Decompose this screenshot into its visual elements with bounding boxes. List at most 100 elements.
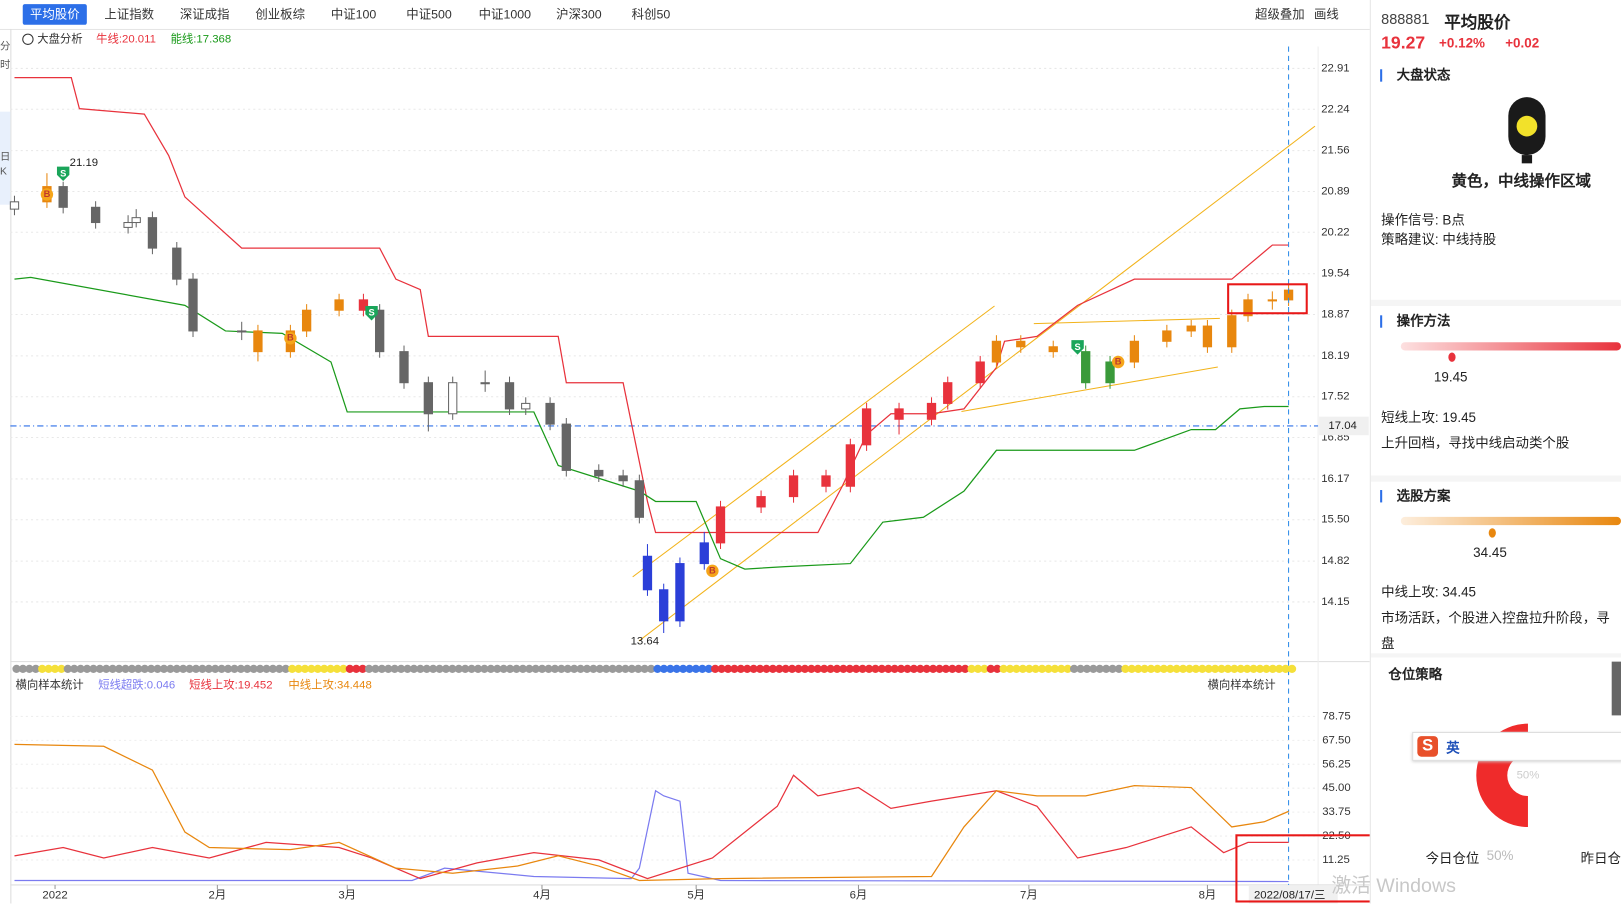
- status-dot: [582, 664, 592, 674]
- candle-body: [358, 299, 369, 311]
- status-dot: [537, 664, 547, 674]
- status-dot: [743, 664, 752, 674]
- candle-body: [131, 217, 141, 224]
- price-annotation: 21.19: [70, 157, 98, 169]
- candle-body: [480, 382, 490, 385]
- status-dot: [12, 664, 21, 674]
- status-dot: [140, 664, 149, 674]
- index-tab[interactable]: 上证指数: [104, 7, 155, 22]
- x-tick-label: 4月: [533, 889, 551, 901]
- toolbar-button[interactable]: 超级叠加: [1255, 7, 1305, 22]
- status-dot: [948, 664, 957, 674]
- status-dot: [1159, 664, 1168, 674]
- y-tick-label: 14.15: [1321, 596, 1349, 608]
- index-tab[interactable]: 创业板综: [255, 7, 305, 22]
- status-dot: [1031, 664, 1040, 674]
- status-dot: [223, 664, 233, 674]
- change: +0.02: [1505, 35, 1540, 51]
- signal-label: S: [368, 308, 374, 318]
- index-tab[interactable]: 沪深300: [556, 7, 602, 22]
- status-dot: [499, 664, 508, 674]
- status-dot: [640, 664, 649, 674]
- index-tab[interactable]: 中证100: [330, 7, 377, 22]
- status-dot: [916, 664, 925, 674]
- status-dot: [1076, 664, 1085, 674]
- side-tab[interactable]: 时: [0, 59, 11, 72]
- candle-body: [642, 555, 653, 591]
- trend-line: [1033, 317, 1220, 325]
- x-tick-label: 5月: [687, 889, 705, 901]
- status-dot: [416, 664, 425, 674]
- toolbar-button[interactable]: 画线: [1313, 7, 1339, 22]
- status-dot: [1243, 664, 1252, 674]
- status-dot: [134, 664, 143, 674]
- candle-body: [975, 361, 985, 384]
- legend-item: 短线超跌:0.046: [98, 677, 175, 691]
- status-dot: [76, 664, 85, 674]
- section-title: 操作方法: [1380, 314, 1450, 328]
- status-dot: [95, 664, 105, 674]
- status-dot: [1012, 664, 1021, 674]
- candle-body: [1243, 299, 1253, 317]
- divider: [1370, 299, 1621, 307]
- candle-body: [545, 402, 555, 425]
- chart-title: 横向样本统计: [16, 677, 84, 691]
- status-dot: [973, 664, 983, 674]
- status-dot: [345, 664, 354, 674]
- y-tick-label: 19.54: [1321, 268, 1349, 280]
- status-dot: [114, 664, 124, 674]
- legend-item: 短线上攻:19.452: [189, 677, 272, 691]
- trend-line: [632, 305, 995, 578]
- status-dot: [557, 664, 566, 674]
- candle-body: [821, 475, 831, 487]
- signal: 操作信号: B点: [1381, 211, 1465, 228]
- index-tab[interactable]: 中证1000: [478, 7, 532, 22]
- ime-mode[interactable]: 英: [1446, 740, 1460, 756]
- status-dot: [1236, 664, 1245, 674]
- status-dot: [1262, 664, 1271, 674]
- status-dot: [153, 664, 162, 674]
- status-dot: [627, 664, 636, 674]
- price: 19.27: [1381, 33, 1426, 53]
- status-dot: [204, 664, 213, 674]
- gradient-bar: [1400, 342, 1621, 351]
- status-dot: [1108, 664, 1117, 674]
- status-dot: [1223, 664, 1233, 674]
- series-line: [14, 774, 1289, 880]
- side-tab[interactable]: K: [0, 166, 7, 178]
- status-dot: [563, 664, 572, 674]
- candle-body: [1016, 340, 1026, 348]
- status-dot: [678, 664, 688, 674]
- signal-marker: [1111, 355, 1125, 369]
- index-tab[interactable]: 中证500: [406, 7, 452, 22]
- y-tick-label: 11.25: [1322, 854, 1350, 866]
- status-dot: [877, 664, 886, 674]
- status-dot: [1153, 664, 1162, 674]
- index-tab[interactable]: 科创50: [631, 7, 671, 22]
- side-tab[interactable]: 日: [0, 151, 11, 164]
- menu-icon: [22, 33, 34, 45]
- status-dot: [1102, 664, 1111, 674]
- cursor-box: [1248, 885, 1338, 904]
- side-tab[interactable]: 分: [0, 41, 11, 53]
- status-dot: [1178, 664, 1188, 674]
- status-dot: [172, 664, 181, 674]
- candle-body: [845, 444, 856, 487]
- status-dot: [928, 664, 938, 674]
- index-tab[interactable]: 平均股价: [22, 4, 87, 25]
- candle-body: [561, 423, 571, 471]
- candle-body: [715, 506, 726, 544]
- x-tick-label: 7月: [1020, 889, 1038, 901]
- status-dot: [1191, 664, 1201, 674]
- x-tick-label: 2022: [42, 889, 67, 901]
- status-dot: [1166, 664, 1175, 674]
- candle-body: [1129, 340, 1140, 363]
- x-tick-label: 6月: [850, 889, 868, 901]
- status-dot: [57, 664, 66, 674]
- status-dot: [941, 664, 951, 674]
- status-dot: [717, 664, 726, 674]
- index-tab[interactable]: 深证成指: [179, 7, 230, 22]
- y-tick-label: 45.00: [1322, 782, 1350, 794]
- status-dot: [698, 664, 707, 674]
- status-dot: [1063, 664, 1072, 674]
